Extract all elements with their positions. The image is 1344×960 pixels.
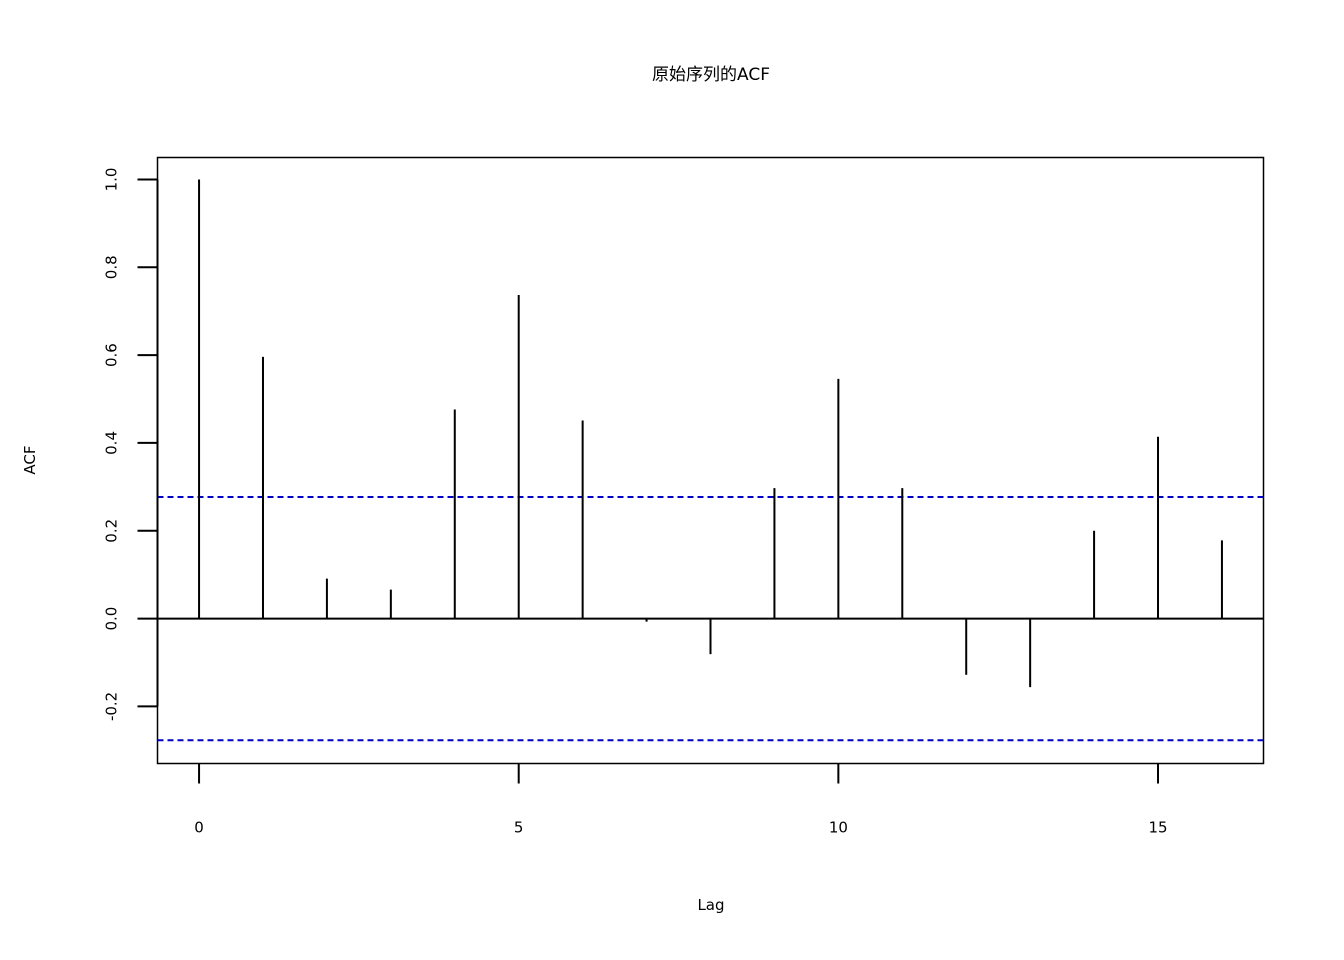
y-tick-label-5: 0.8 — [103, 255, 121, 279]
x-tick-label-0: 0 — [194, 819, 204, 837]
y-axis-label: ACF — [21, 445, 39, 474]
x-tick-label-5: 5 — [514, 819, 524, 837]
y-tick-label-6: 1.0 — [103, 168, 121, 192]
x-axis-label: Lag — [697, 896, 724, 914]
y-tick-label-2: 0.2 — [103, 519, 121, 543]
plot-frame — [156, 156, 1265, 765]
y-axis: -0.2 0.0 0.2 0.4 0.6 0.8 1.0 — [103, 168, 159, 721]
y-tick-label-4: 0.6 — [103, 343, 121, 367]
y-tick-label-3: 0.4 — [103, 431, 121, 455]
x-tick-label-15: 15 — [1148, 819, 1167, 837]
x-axis: 0 5 10 15 — [194, 763, 1168, 837]
y-tick-label-1: 0.0 — [103, 607, 121, 631]
y-tick-label-0: -0.2 — [103, 692, 121, 721]
chart-title: 原始序列的ACF — [652, 65, 770, 85]
x-tick-label-10: 10 — [829, 819, 848, 837]
confidence-bounds — [157, 495, 1264, 742]
acf-bars — [198, 179, 1223, 688]
